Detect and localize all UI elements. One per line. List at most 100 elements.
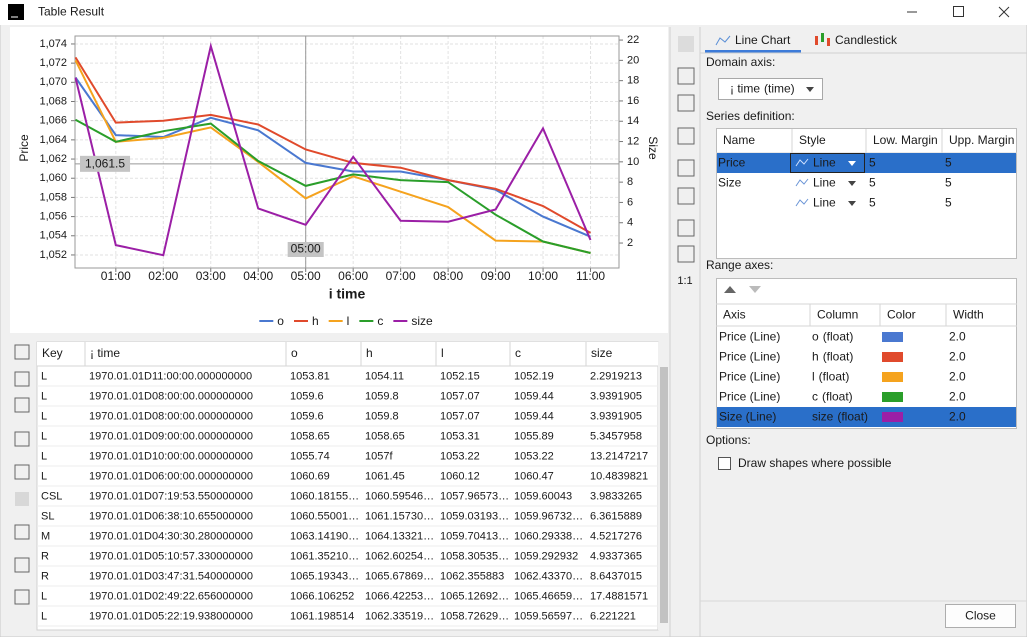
y-tick-label: 1,060 (39, 172, 67, 184)
y-tick-label: 1,074 (39, 38, 67, 50)
column-header: l (441, 346, 444, 360)
selected-row[interactable] (717, 153, 1016, 173)
toolbar-button[interactable] (677, 245, 695, 263)
toolbar-button[interactable] (678, 36, 694, 52)
toolbar-button[interactable] (15, 492, 29, 506)
table-cell: M (41, 530, 50, 542)
column-header: Width (953, 308, 984, 322)
color-swatch[interactable] (882, 372, 903, 382)
table-cell: 1059.56597… (514, 610, 583, 622)
table-cell: 1053.31 (440, 430, 480, 442)
scrollbar-thumb[interactable] (660, 367, 668, 623)
table-cell: Line (813, 156, 836, 170)
move-down-button[interactable] (749, 286, 761, 293)
table-cell: 2.0 (949, 350, 966, 364)
table-cell: 1066.42253… (365, 590, 434, 602)
column-header: Color (887, 308, 916, 322)
series-line (75, 118, 591, 254)
crosshair-label: 1,061.5 (85, 157, 125, 171)
toolbar-button[interactable] (677, 67, 695, 85)
table-cell: 1058.30535… (440, 550, 509, 562)
color-swatch[interactable] (882, 412, 903, 422)
table-cell: 1059.70413… (440, 530, 509, 542)
style-icon (795, 158, 809, 167)
table-cell: R (41, 550, 49, 562)
table-cell: 1062.43370… (514, 570, 583, 582)
toolbar-button[interactable] (14, 344, 30, 360)
table-cell: Line (813, 176, 836, 190)
toolbar-button[interactable]: 1:1 (677, 275, 692, 287)
table-cell: 4.5217276 (590, 530, 642, 542)
y2-tick-label: 12 (627, 135, 639, 147)
y-tick-label: 1,054 (39, 230, 67, 242)
column-header: Key (42, 346, 63, 360)
toolbar-button[interactable] (677, 187, 695, 205)
x-tick-label: 10:00 (528, 269, 558, 283)
table-cell: 2.0 (949, 390, 966, 404)
table-cell: 1970.01.01D05:10:57.330000000 (89, 550, 253, 562)
color-swatch[interactable] (882, 392, 903, 402)
tab-icon (815, 36, 818, 45)
toolbar-button[interactable] (14, 464, 30, 480)
y-tick-label: 1,062 (39, 153, 67, 165)
toolbar-button[interactable] (14, 557, 30, 573)
maximize-button[interactable] (953, 6, 964, 17)
table-cell: 1065.46659… (514, 590, 583, 602)
table-cell: L (41, 410, 47, 422)
toolbar-button[interactable] (677, 219, 695, 237)
table-cell: 2.0 (949, 410, 966, 424)
table-cell: 5.3457958 (590, 430, 642, 442)
table-cell: 1060.18155… (290, 490, 359, 502)
style-editor[interactable] (790, 153, 865, 173)
toolbar-button[interactable] (677, 159, 695, 177)
series-line (74, 59, 591, 254)
table-cell: size (812, 410, 834, 424)
close-button-label[interactable]: Close (965, 609, 996, 623)
table-cell: L (41, 590, 47, 602)
table-cell: 1059.60043 (514, 490, 572, 502)
move-up-button[interactable] (724, 286, 736, 293)
table-cell: Price (Line) (719, 370, 780, 384)
table-cell: 1061.35210… (290, 550, 359, 562)
color-swatch[interactable] (882, 352, 903, 362)
dropdown-arrow (848, 161, 856, 166)
y2-tick-label: 2 (627, 237, 633, 249)
table-cell: o (812, 330, 819, 344)
close-window-button[interactable] (998, 6, 1010, 18)
table-cell: 1053.22 (440, 450, 480, 462)
checkbox[interactable] (718, 457, 731, 470)
title-bar (0, 0, 1027, 25)
toolbar-button[interactable] (677, 127, 695, 145)
table-cell: 1059.6 (290, 410, 324, 422)
toolbar-button[interactable] (677, 94, 695, 112)
tab[interactable]: Candlestick (835, 33, 898, 47)
table-cell: 1053.81 (290, 370, 330, 382)
table-cell: (float) (823, 330, 854, 344)
tab[interactable]: Line Chart (735, 33, 791, 47)
toolbar-button[interactable] (14, 397, 30, 413)
table-cell: L (41, 450, 47, 462)
table-cell: 1055.74 (290, 450, 330, 462)
color-swatch[interactable] (882, 332, 903, 342)
table-cell: 1970.01.01D06:00:00.000000000 (89, 470, 253, 482)
table-cell: 1970.01.01D05:22:19.938000000 (89, 610, 253, 622)
toolbar-button[interactable] (14, 589, 30, 605)
table-cell: 1062.355883 (440, 570, 504, 582)
table-cell: l (812, 370, 815, 384)
dropdown-value: ¡ time (730, 82, 760, 96)
toolbar-button[interactable] (14, 431, 30, 447)
toolbar-button[interactable] (14, 371, 30, 387)
table-cell: 6.221221 (590, 610, 636, 622)
table-cell: 2.0 (949, 330, 966, 344)
table-cell: 1057.07 (440, 390, 480, 402)
close-button[interactable] (945, 604, 1016, 628)
table-cell: L (41, 370, 47, 382)
column-header: Column (817, 308, 858, 322)
style-icon (795, 178, 809, 187)
table-cell: R (41, 570, 49, 582)
selected-row[interactable] (717, 407, 1016, 427)
toolbar-button[interactable] (14, 524, 30, 540)
table-cell: SL (41, 510, 54, 522)
table-cell: L (41, 390, 47, 402)
domain-axis-dropdown[interactable] (718, 78, 823, 100)
